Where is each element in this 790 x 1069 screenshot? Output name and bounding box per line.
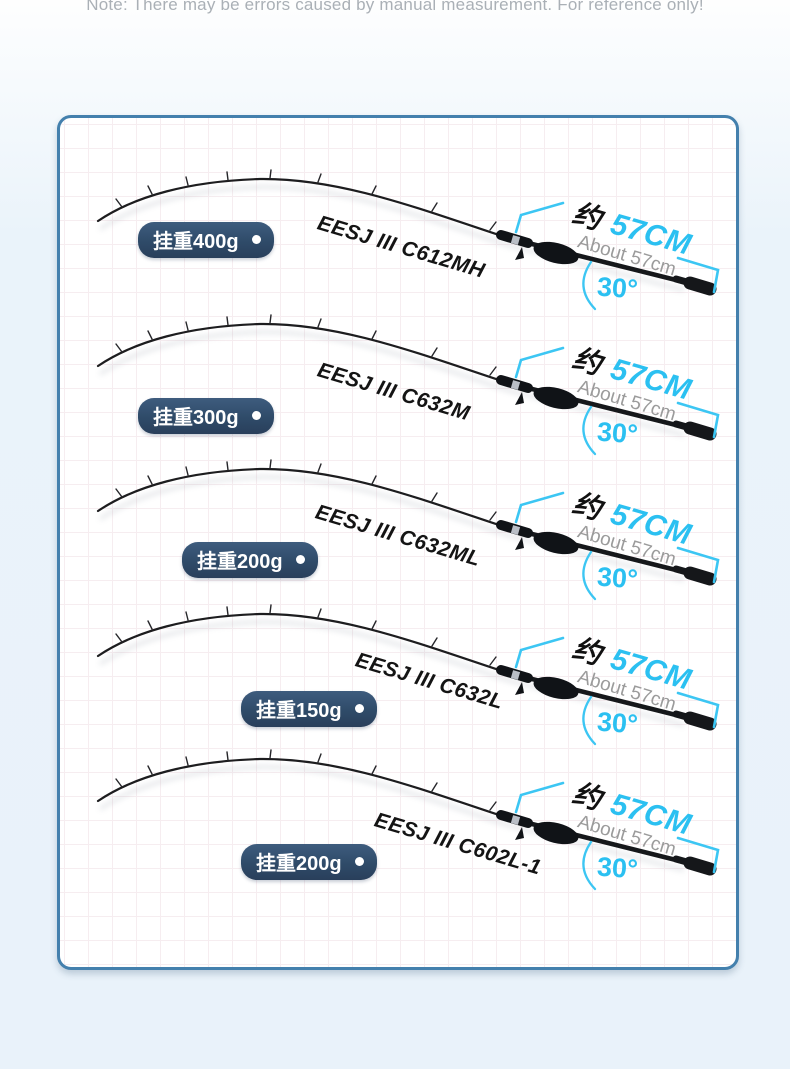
weight-badge-label: 挂重200g [197, 551, 283, 573]
rod-model-label: EESJ III C632M [314, 358, 473, 426]
badge-dot-icon [295, 555, 305, 564]
rod-model-label: EESJ III C602L-1 [371, 808, 544, 880]
rod-section-c602l-1: EESJ III C602L-1 挂重200g 约 57CM About 57c… [60, 731, 736, 876]
weight-badge: 挂重200g [241, 844, 377, 880]
approx-cn-label: 约 [569, 197, 605, 236]
rod-model-label: EESJ III C612MH [314, 211, 488, 283]
weight-badge-label: 挂重150g [256, 700, 342, 722]
measurement-note: Note: There may be errors caused by manu… [86, 0, 704, 14]
rod-section-c632ml: EESJ III C632ML 挂重200g 约 57CM About 57cm… [60, 441, 736, 586]
rod-curve-card: EESJ III C612MH 挂重400g 约 57CM About 57cm… [57, 115, 739, 970]
angle-label: 30° [596, 851, 639, 885]
badge-dot-icon [354, 857, 364, 866]
approx-cn-label: 约 [569, 487, 605, 526]
approx-cn-label: 约 [569, 342, 605, 381]
rod-section-c632m: EESJ III C632M 挂重300g 约 57CM About 57cm … [60, 296, 736, 441]
weight-badge: 挂重400g [138, 222, 274, 258]
approx-cn-label: 约 [569, 777, 605, 816]
weight-badge: 挂重150g [241, 691, 377, 727]
weight-badge: 挂重300g [138, 398, 274, 434]
badge-dot-icon [251, 235, 261, 244]
rod-model-label: EESJ III C632ML [312, 500, 484, 572]
weight-badge-label: 挂重400g [153, 231, 239, 253]
weight-badge-label: 挂重200g [256, 853, 342, 875]
badge-dot-icon [354, 704, 364, 713]
rod-section-c612mh: EESJ III C612MH 挂重400g 约 57CM About 57cm… [60, 151, 736, 296]
approx-cn-label: 约 [569, 632, 605, 671]
weight-badge-label: 挂重300g [153, 407, 239, 429]
rod-section-c632l: EESJ III C632L 挂重150g 约 57CM About 57cm … [60, 586, 736, 731]
badge-dot-icon [251, 411, 261, 420]
weight-badge: 挂重200g [182, 542, 318, 578]
